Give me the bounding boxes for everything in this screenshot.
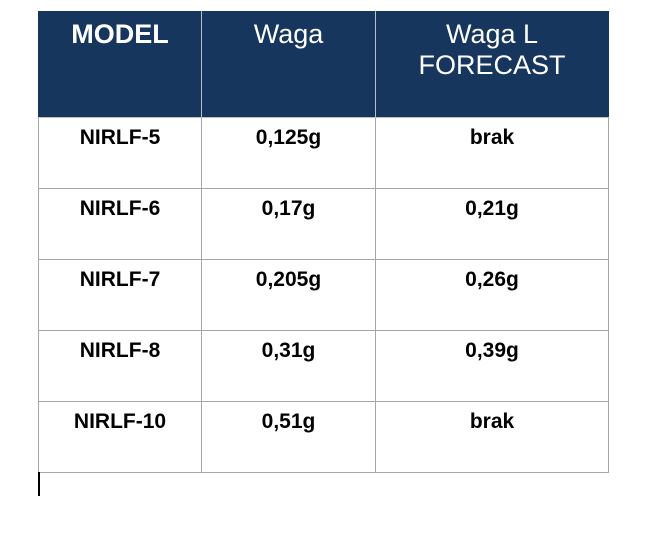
table-cell-forecast[interactable]: 0,26g: [375, 259, 609, 331]
weights-table: MODEL Waga Waga L FORECAST NIRLF-5 0,125…: [38, 11, 609, 473]
table-cell-forecast[interactable]: brak: [375, 117, 609, 189]
column-header-waga[interactable]: Waga: [201, 11, 376, 118]
table-row: NIRLF-6 0,17g 0,21g: [38, 188, 609, 260]
table-cell-model[interactable]: NIRLF-7: [38, 259, 202, 331]
table-cell-waga[interactable]: 0,31g: [201, 330, 376, 402]
table-cell-waga[interactable]: 0,17g: [201, 188, 376, 260]
table-row: NIRLF-10 0,51g brak: [38, 401, 609, 473]
table-cell-waga[interactable]: 0,125g: [201, 117, 376, 189]
table-cell-model[interactable]: NIRLF-6: [38, 188, 202, 260]
table-row: NIRLF-8 0,31g 0,39g: [38, 330, 609, 402]
table-row: NIRLF-5 0,125g brak: [38, 117, 609, 189]
table-cell-waga[interactable]: 0,205g: [201, 259, 376, 331]
table-cell-forecast[interactable]: 0,39g: [375, 330, 609, 402]
table-cell-model[interactable]: NIRLF-8: [38, 330, 202, 402]
table-cell-waga[interactable]: 0,51g: [201, 401, 376, 473]
table-header-row: MODEL Waga Waga L FORECAST: [38, 11, 609, 118]
table-cell-model[interactable]: NIRLF-10: [38, 401, 202, 473]
column-header-model[interactable]: MODEL: [38, 11, 202, 118]
table-cell-forecast[interactable]: brak: [375, 401, 609, 473]
text-cursor: [38, 472, 40, 496]
table-row: NIRLF-7 0,205g 0,26g: [38, 259, 609, 331]
table-body: NIRLF-5 0,125g brak NIRLF-6 0,17g 0,21g …: [38, 117, 609, 473]
table-cell-model[interactable]: NIRLF-5: [38, 117, 202, 189]
table-cell-forecast[interactable]: 0,21g: [375, 188, 609, 260]
column-header-waga-l-forecast[interactable]: Waga L FORECAST: [375, 11, 609, 118]
